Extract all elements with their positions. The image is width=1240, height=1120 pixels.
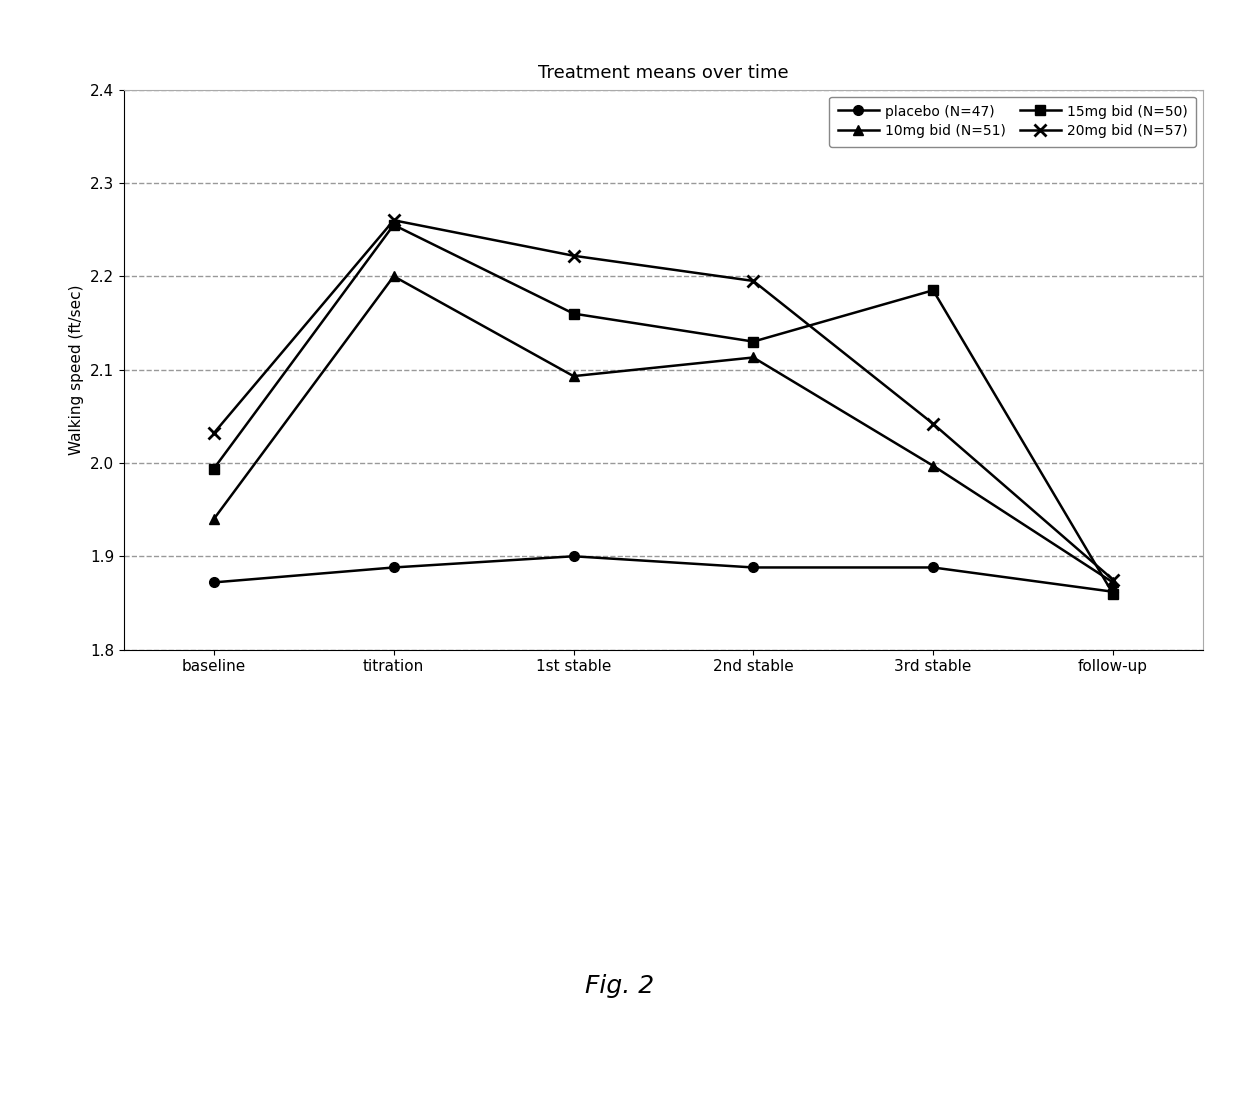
Line: 15mg bid (N=50): 15mg bid (N=50) bbox=[210, 220, 1117, 598]
Title: Treatment means over time: Treatment means over time bbox=[538, 65, 789, 83]
placebo (N=47) bbox=[206, 576, 221, 589]
15mg bid (N=50) bbox=[925, 283, 940, 297]
20mg bid (N=57) bbox=[925, 417, 940, 430]
Line: 20mg bid (N=57): 20mg bid (N=57) bbox=[207, 214, 1120, 586]
20mg bid (N=57) bbox=[1105, 573, 1120, 587]
15mg bid (N=50) bbox=[206, 461, 221, 475]
Text: Fig. 2: Fig. 2 bbox=[585, 973, 655, 998]
Line: placebo (N=47): placebo (N=47) bbox=[210, 551, 1117, 597]
20mg bid (N=57) bbox=[206, 427, 221, 440]
Line: 10mg bid (N=51): 10mg bid (N=51) bbox=[210, 271, 1117, 587]
10mg bid (N=51) bbox=[1105, 576, 1120, 589]
Y-axis label: Walking speed (ft/sec): Walking speed (ft/sec) bbox=[69, 284, 84, 455]
placebo (N=47) bbox=[1105, 585, 1120, 598]
20mg bid (N=57) bbox=[386, 214, 401, 227]
20mg bid (N=57) bbox=[745, 274, 760, 288]
15mg bid (N=50) bbox=[1105, 587, 1120, 600]
Legend: placebo (N=47), 10mg bid (N=51), 15mg bid (N=50), 20mg bid (N=57): placebo (N=47), 10mg bid (N=51), 15mg bi… bbox=[830, 96, 1195, 147]
15mg bid (N=50) bbox=[565, 307, 580, 320]
placebo (N=47) bbox=[745, 561, 760, 575]
10mg bid (N=51) bbox=[565, 370, 580, 383]
placebo (N=47) bbox=[386, 561, 401, 575]
10mg bid (N=51) bbox=[745, 351, 760, 364]
10mg bid (N=51) bbox=[386, 270, 401, 283]
10mg bid (N=51) bbox=[206, 512, 221, 525]
20mg bid (N=57) bbox=[565, 249, 580, 262]
placebo (N=47) bbox=[925, 561, 940, 575]
10mg bid (N=51) bbox=[925, 459, 940, 473]
15mg bid (N=50) bbox=[745, 335, 760, 348]
placebo (N=47) bbox=[565, 550, 580, 563]
15mg bid (N=50) bbox=[386, 218, 401, 232]
